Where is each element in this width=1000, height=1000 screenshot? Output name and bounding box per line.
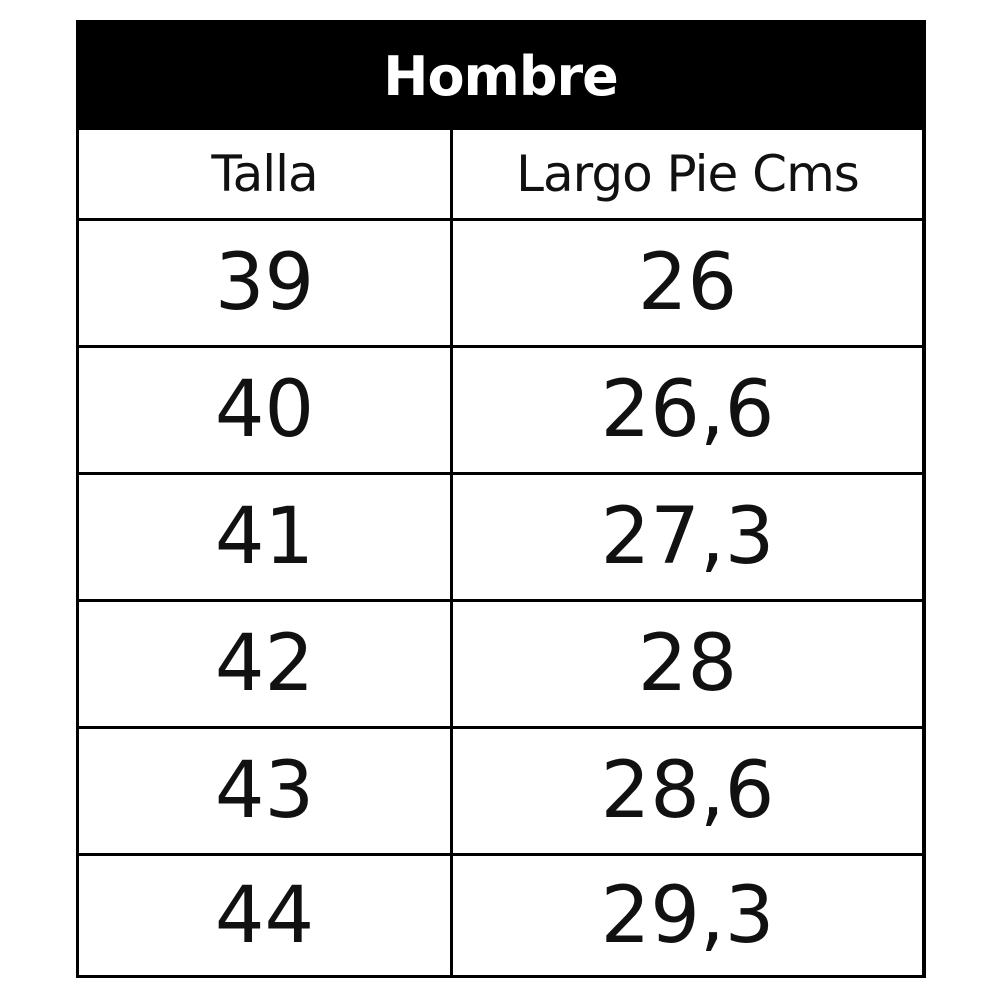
largo-cell: 29,3 <box>600 870 775 961</box>
largo-cell: 27,3 <box>600 492 775 582</box>
largo-cell: 28,6 <box>600 746 775 836</box>
table-row: 40 26,6 <box>79 348 922 475</box>
table-row: 43 28,6 <box>79 729 922 856</box>
talla-cell: 42 <box>79 602 453 726</box>
largo-cell: 26 <box>637 238 738 328</box>
header-largo-pie: Largo Pie Cms <box>516 145 860 203</box>
largo-cell: 26,6 <box>600 365 775 455</box>
largo-cell: 28 <box>637 619 738 709</box>
header-talla: Talla <box>79 130 453 218</box>
table-title: Hombre <box>79 23 922 130</box>
talla-cell: 41 <box>79 475 453 599</box>
table-row: 39 26 <box>79 221 922 348</box>
size-table: Hombre Talla Largo Pie Cms 39 26 40 26,6… <box>76 20 926 978</box>
talla-cell: 40 <box>79 348 453 472</box>
table-row: 42 28 <box>79 602 922 729</box>
talla-cell: 39 <box>79 221 453 345</box>
talla-cell: 43 <box>79 729 453 853</box>
table-row: 41 27,3 <box>79 475 922 602</box>
table-row: 44 29,3 <box>79 856 922 975</box>
header-row: Talla Largo Pie Cms <box>79 130 922 221</box>
talla-cell: 44 <box>79 856 453 975</box>
